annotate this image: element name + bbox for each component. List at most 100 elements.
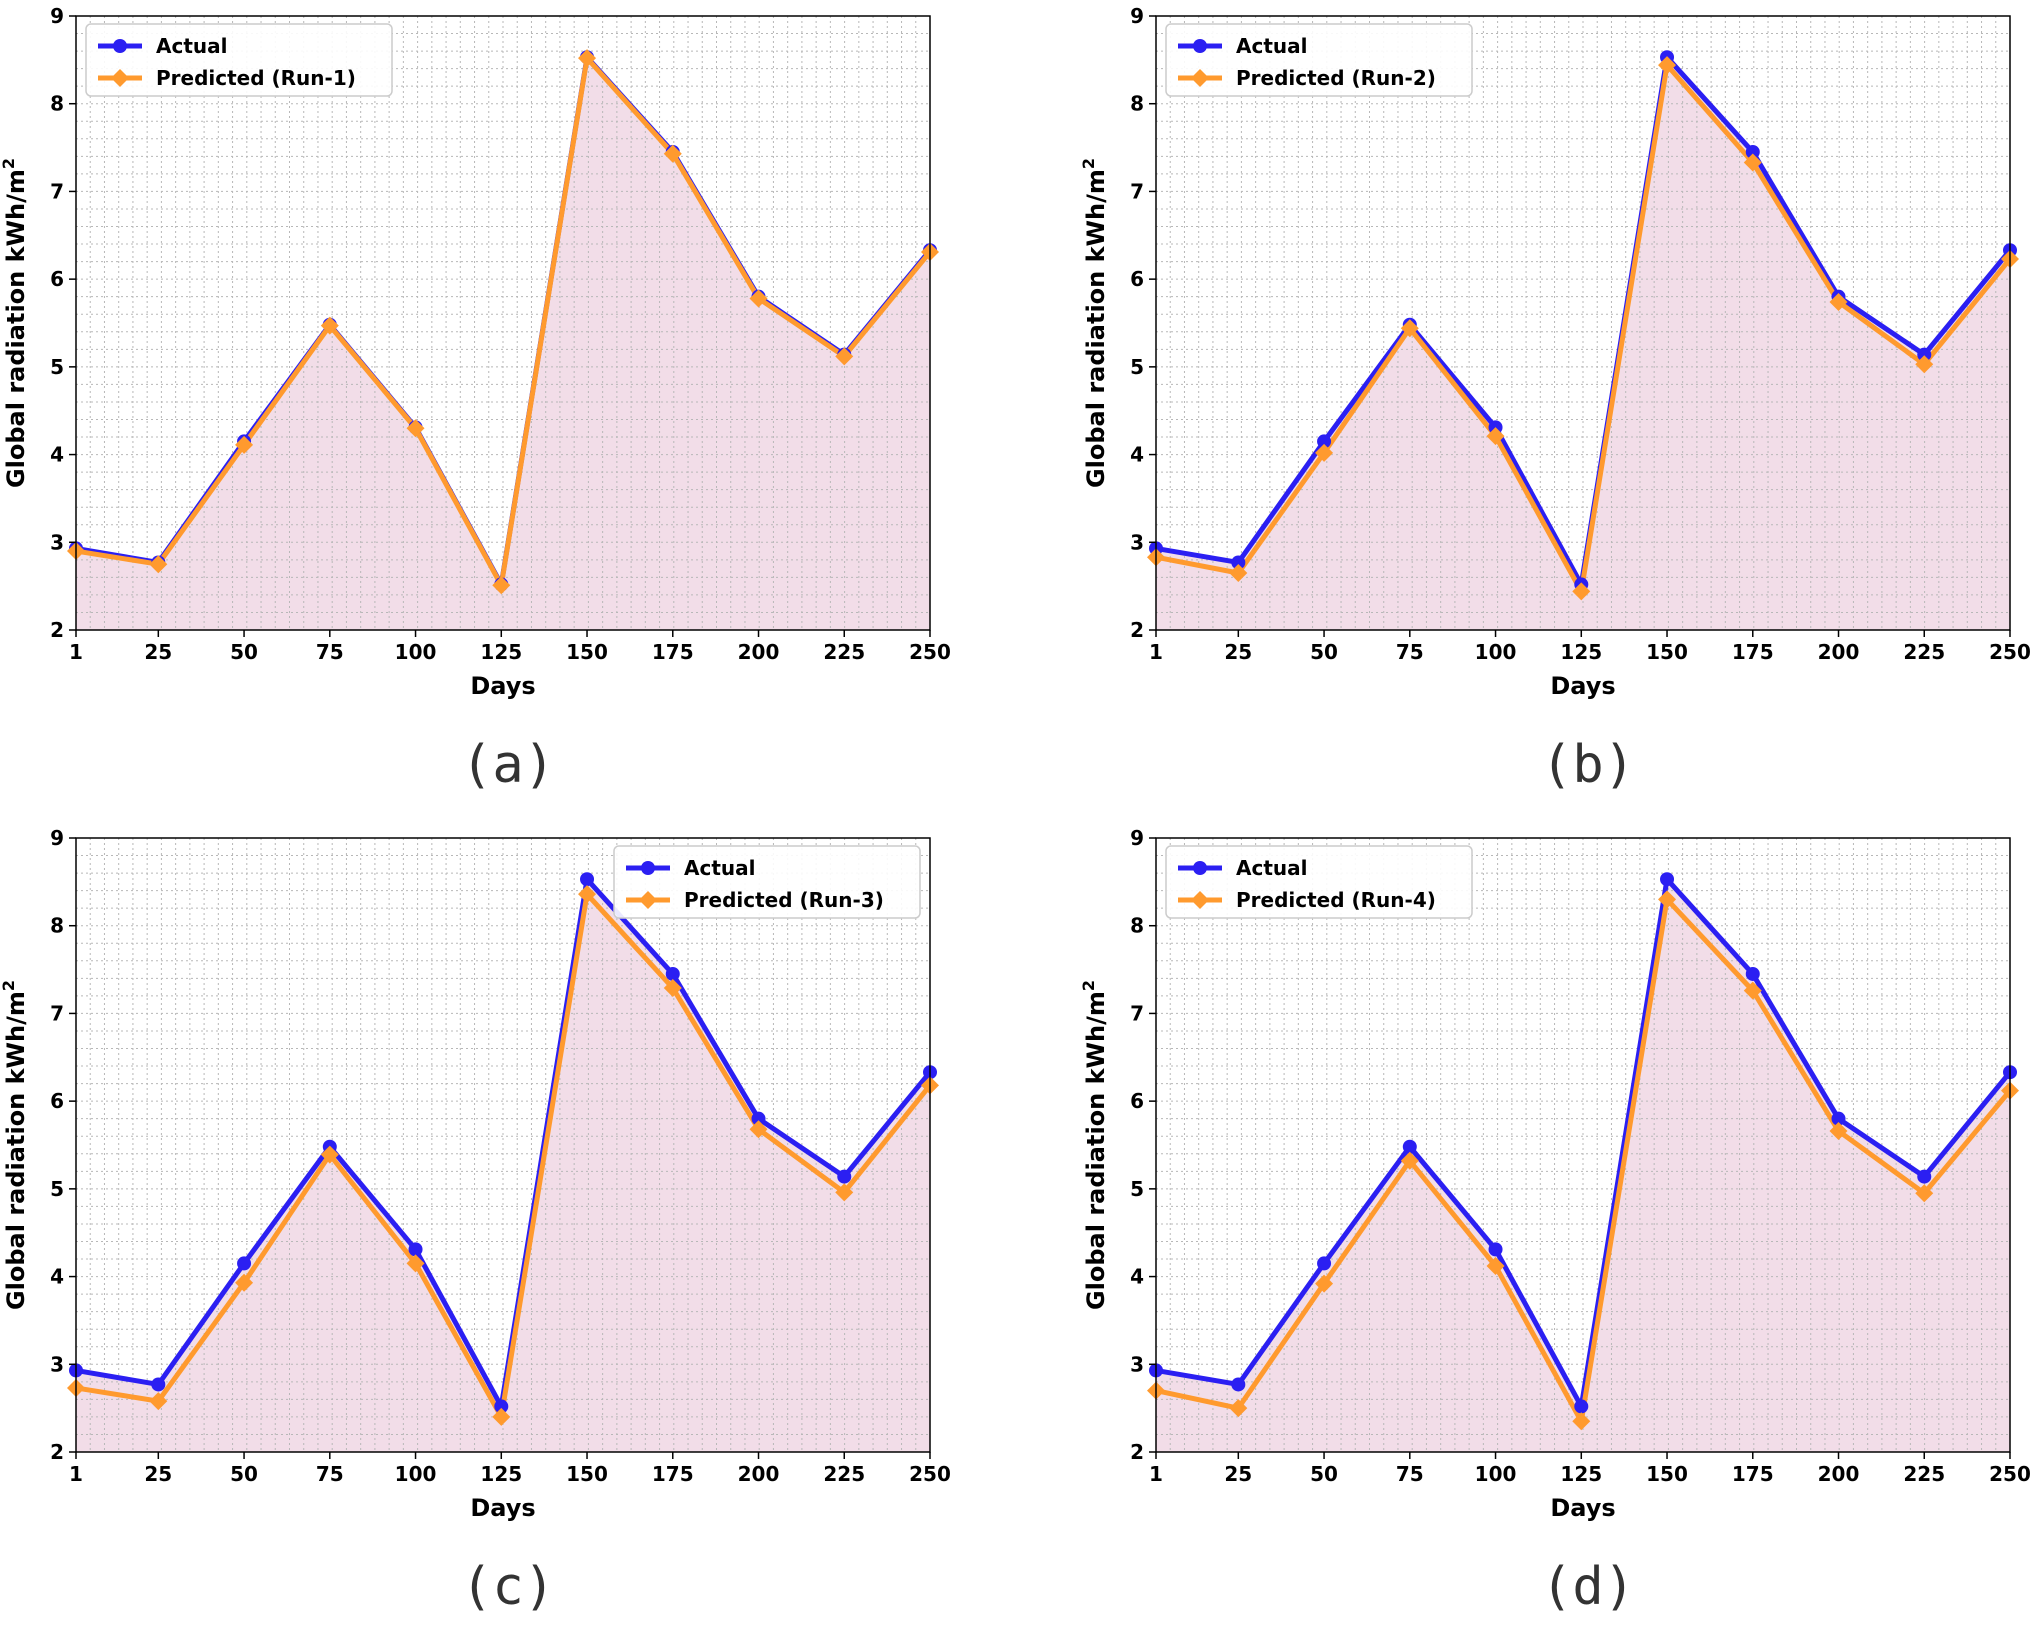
data-point-predicted — [578, 885, 597, 904]
x-tick-label: 200 — [1818, 640, 1860, 664]
x-tick-label: 175 — [652, 640, 694, 664]
x-tick-label: 175 — [1732, 640, 1774, 664]
legend-box — [613, 845, 921, 919]
x-tick-label: 75 — [316, 1462, 344, 1486]
legend: Actual Predicted (Run-2) — [1165, 23, 1473, 97]
legend-label: Predicted (Run-4) — [1236, 888, 1436, 912]
x-tick-label: 200 — [1818, 1462, 1860, 1486]
data-point-predicted — [492, 1407, 511, 1426]
data-point-predicted — [1829, 1121, 1848, 1140]
y-tick-label: 2 — [1130, 618, 1144, 642]
plot-frame — [75, 15, 931, 631]
x-tick-label: 225 — [1903, 640, 1945, 664]
plot-frame — [75, 837, 931, 1453]
data-point-predicted — [1229, 1399, 1248, 1418]
data-point-actual — [1917, 1169, 1932, 1184]
y-tick-label: 2 — [50, 618, 64, 642]
y-tick-label: 9 — [50, 4, 64, 28]
x-tick-label: 100 — [395, 1462, 437, 1486]
y-tick-label: 6 — [1130, 267, 1144, 291]
x-tick-label: 50 — [230, 1462, 258, 1486]
data-point-actual — [1231, 1377, 1246, 1392]
y-tick-label: 8 — [1130, 914, 1144, 938]
data-point-predicted — [1400, 319, 1419, 338]
y-tick-label: 4 — [50, 1265, 64, 1289]
legend: Actual Predicted (Run-4) — [1165, 845, 1473, 919]
y-axis-title: Global radiation kWh/m2 — [1079, 158, 1110, 488]
panel-label: (c) — [461, 1557, 555, 1617]
chart-svg: 1 25 50 75 100 125 150 175 200 225 25023456789Days… — [0, 826, 951, 1522]
y-tick-label: 3 — [50, 530, 64, 554]
y-tick-label: 6 — [50, 1089, 64, 1113]
panel-label: (a) — [461, 735, 555, 795]
x-tick-label: 50 — [1310, 640, 1338, 664]
legend-label: Predicted (Run-3) — [684, 888, 884, 912]
data-point-predicted — [749, 289, 768, 308]
x-tick-label: 100 — [1475, 640, 1517, 664]
data-point-predicted — [235, 1273, 254, 1292]
legend-label: Actual — [1236, 34, 1307, 58]
x-tick-label: 75 — [316, 640, 344, 664]
y-axis-title-superscript: 2 — [1079, 158, 1098, 169]
chart-panel-b: 1 25 50 75 100 125 150 175 200 225 250 2 3 4 5 6 7 8 9 Days… — [1079, 0, 2032, 810]
data-point-predicted — [578, 49, 597, 68]
x-tick-label: 75 — [1396, 1462, 1424, 1486]
legend: Actual Predicted (Run-3) — [613, 845, 921, 919]
legend-swatch-marker — [1193, 861, 1207, 875]
x-tick-label: 175 — [1732, 1462, 1774, 1486]
x-axis-title: Days — [1550, 1494, 1615, 1522]
x-tick-label: 125 — [1560, 1462, 1602, 1486]
data-point-predicted — [149, 1392, 168, 1411]
data-point-predicted — [320, 316, 339, 335]
data-point-predicted — [1658, 890, 1677, 909]
legend-box — [1165, 845, 1473, 919]
data-point-predicted — [492, 576, 511, 595]
area-fill — [76, 879, 930, 1452]
data-point-predicted — [1743, 981, 1762, 1000]
data-point-actual — [1745, 144, 1760, 159]
data-point-actual — [1574, 1399, 1589, 1414]
y-tick-label: 5 — [50, 355, 64, 379]
data-point-actual — [665, 966, 680, 981]
x-tick-label: 25 — [1224, 640, 1252, 664]
data-point-actual — [408, 1242, 423, 1257]
data-point-actual — [1317, 434, 1332, 449]
data-point-actual — [580, 872, 595, 887]
x-tick-label: 200 — [738, 640, 780, 664]
x-axis-title: Days — [470, 672, 535, 700]
data-point-actual — [837, 1169, 852, 1184]
data-point-actual — [1231, 555, 1246, 570]
data-point-predicted — [749, 1120, 768, 1139]
y-axis-title: Global radiation kWh/m2 — [1079, 980, 1110, 1310]
x-tick-label: 150 — [1646, 1462, 1688, 1486]
x-tick-label: 225 — [823, 1462, 865, 1486]
x-tick-label: 1 — [69, 1462, 83, 1486]
x-tick-label: 225 — [1903, 1462, 1945, 1486]
y-tick-label: 3 — [1130, 530, 1144, 554]
x-tick-label: 125 — [480, 640, 522, 664]
legend-swatch-marker — [1191, 69, 1209, 87]
legend-label: Actual — [156, 34, 227, 58]
data-point-predicted — [406, 1254, 425, 1273]
grid — [75, 15, 931, 631]
data-point-predicted — [320, 1145, 339, 1164]
x-tick-label: 100 — [1475, 1462, 1517, 1486]
data-point-predicted — [663, 978, 682, 997]
x-tick-label: 50 — [1310, 1462, 1338, 1486]
y-tick-label: 8 — [1130, 92, 1144, 116]
chart-svg: 1 25 50 75 100 125 150 175 200 225 25023456789Days… — [0, 4, 951, 700]
x-tick-label: 50 — [230, 640, 258, 664]
data-point-actual — [1488, 1242, 1503, 1257]
y-axis-title-superscript: 2 — [1079, 980, 1098, 991]
data-point-actual — [1317, 1256, 1332, 1271]
x-tick-label: 125 — [1560, 640, 1602, 664]
area-fill — [1156, 57, 2010, 631]
y-tick-label: 9 — [50, 826, 64, 850]
data-point-actual — [751, 1111, 766, 1126]
y-tick-label: 3 — [50, 1352, 64, 1376]
y-axis-title-superscript: 2 — [0, 158, 18, 169]
legend-swatch-marker — [113, 39, 127, 53]
area-fill — [1156, 879, 2010, 1452]
legend-label: Actual — [684, 856, 755, 880]
